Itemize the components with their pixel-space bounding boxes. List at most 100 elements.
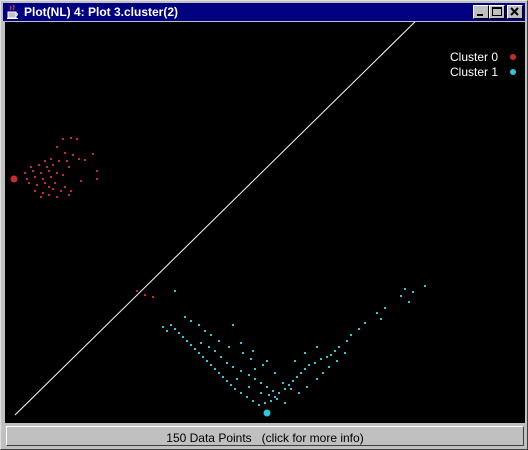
data-point-cluster-0-3[interactable] [56,146,58,148]
data-point-cluster-0-6[interactable] [92,153,94,155]
data-point-cluster-0-15[interactable] [46,166,48,168]
data-point-cluster-1-51[interactable] [162,326,164,328]
centroid-cluster-0[interactable] [10,175,18,183]
data-point-cluster-1-11[interactable] [346,340,348,342]
data-point-cluster-1-87[interactable] [284,402,286,404]
data-point-cluster-0-36[interactable] [34,190,36,192]
data-point-cluster-0-12[interactable] [84,159,86,161]
scatter-plot[interactable]: Cluster 0 Cluster 1 [5,22,525,423]
data-point-cluster-1-32[interactable] [240,392,242,394]
data-point-cluster-0-20[interactable] [40,172,42,174]
data-point-cluster-1-74[interactable] [322,372,324,374]
data-point-cluster-1-70[interactable] [290,388,292,390]
data-point-cluster-1-65[interactable] [254,378,256,380]
data-point-cluster-1-24[interactable] [284,388,286,390]
data-point-cluster-1-77[interactable] [344,352,346,354]
data-point-cluster-0-47[interactable] [144,294,146,296]
data-point-cluster-0-39[interactable] [60,190,62,192]
data-point-cluster-1-40[interactable] [206,360,208,362]
data-point-cluster-1-20[interactable] [300,372,302,374]
data-point-cluster-0-21[interactable] [48,170,50,172]
data-point-cluster-0-9[interactable] [58,160,60,162]
data-point-cluster-1-0[interactable] [424,285,426,287]
title-bar[interactable]: Plot(NL) 4: Plot 3.cluster(2) [3,3,525,21]
data-point-cluster-1-17[interactable] [314,362,316,364]
data-point-cluster-1-28[interactable] [264,402,266,404]
minimize-button[interactable] [473,5,489,19]
data-point-cluster-0-17[interactable] [68,166,70,168]
data-point-cluster-1-78[interactable] [274,372,276,374]
data-point-cluster-1-8[interactable] [364,322,366,324]
data-point-cluster-1-49[interactable] [170,324,172,326]
data-point-cluster-1-42[interactable] [198,352,200,354]
data-point-cluster-1-81[interactable] [242,352,244,354]
data-point-cluster-1-33[interactable] [234,388,236,390]
data-point-cluster-0-37[interactable] [42,192,44,194]
data-point-cluster-1-88[interactable] [254,368,256,370]
data-point-cluster-1-10[interactable] [350,334,352,336]
data-point-cluster-0-16[interactable] [52,164,54,166]
data-point-cluster-1-5[interactable] [384,307,386,309]
data-point-cluster-1-6[interactable] [376,312,378,314]
data-point-cluster-1-90[interactable] [304,352,306,354]
data-point-cluster-1-64[interactable] [248,374,250,376]
data-point-cluster-1-34[interactable] [230,384,232,386]
data-point-cluster-0-23[interactable] [62,174,64,176]
data-point-cluster-0-7[interactable] [44,160,46,162]
data-point-cluster-1-71[interactable] [298,392,300,394]
data-point-cluster-1-89[interactable] [266,360,268,362]
data-point-cluster-1-44[interactable] [190,344,192,346]
close-button[interactable] [507,5,523,19]
data-point-cluster-0-46[interactable] [136,290,138,292]
data-point-cluster-0-35[interactable] [96,178,98,180]
data-point-cluster-1-7[interactable] [380,318,382,320]
data-point-cluster-1-98[interactable] [294,360,296,362]
data-point-cluster-0-30[interactable] [36,184,38,186]
data-point-cluster-1-84[interactable] [260,392,262,394]
data-point-cluster-1-72[interactable] [306,386,308,388]
data-point-cluster-1-25[interactable] [278,392,280,394]
data-point-cluster-1-69[interactable] [282,382,284,384]
data-point-cluster-0-29[interactable] [44,182,46,184]
data-point-cluster-1-85[interactable] [268,394,270,396]
data-point-cluster-1-39[interactable] [210,364,212,366]
data-point-cluster-0-40[interactable] [64,186,66,188]
data-point-cluster-1-18[interactable] [308,364,310,366]
data-point-cluster-1-59[interactable] [214,350,216,352]
data-point-cluster-0-32[interactable] [48,186,50,188]
data-point-cluster-1-30[interactable] [252,400,254,402]
data-point-cluster-1-41[interactable] [202,356,204,358]
data-point-cluster-1-26[interactable] [274,396,276,398]
data-point-cluster-1-63[interactable] [240,370,242,372]
data-point-cluster-1-23[interactable] [288,384,290,386]
data-point-cluster-0-41[interactable] [70,190,72,192]
data-point-cluster-1-54[interactable] [190,320,192,322]
data-point-cluster-1-43[interactable] [194,348,196,350]
data-point-cluster-1-91[interactable] [316,346,318,348]
data-point-cluster-1-21[interactable] [296,376,298,378]
maximize-button[interactable] [489,5,505,19]
data-point-cluster-0-43[interactable] [48,194,50,196]
data-point-cluster-1-2[interactable] [412,291,414,293]
data-point-cluster-1-62[interactable] [232,366,234,368]
data-point-cluster-1-12[interactable] [338,346,340,348]
data-point-cluster-1-47[interactable] [178,332,180,334]
data-point-cluster-0-33[interactable] [54,182,56,184]
data-point-cluster-0-48[interactable] [152,296,154,298]
data-point-cluster-0-38[interactable] [52,188,54,190]
data-point-cluster-0-28[interactable] [50,176,52,178]
data-point-cluster-0-44[interactable] [56,196,58,198]
data-point-cluster-0-14[interactable] [38,164,40,166]
data-point-cluster-0-8[interactable] [50,158,52,160]
data-point-cluster-1-94[interactable] [218,340,220,342]
data-point-cluster-0-10[interactable] [66,160,68,162]
data-point-cluster-1-37[interactable] [218,372,220,374]
data-point-cluster-0-45[interactable] [68,194,70,196]
data-point-cluster-1-92[interactable] [200,342,202,344]
data-point-cluster-0-2[interactable] [76,138,78,140]
data-point-cluster-1-56[interactable] [204,330,206,332]
data-point-cluster-1-16[interactable] [320,358,322,360]
data-point-cluster-0-4[interactable] [64,152,66,154]
data-point-cluster-1-79[interactable] [262,364,264,366]
data-point-cluster-1-61[interactable] [226,362,228,364]
